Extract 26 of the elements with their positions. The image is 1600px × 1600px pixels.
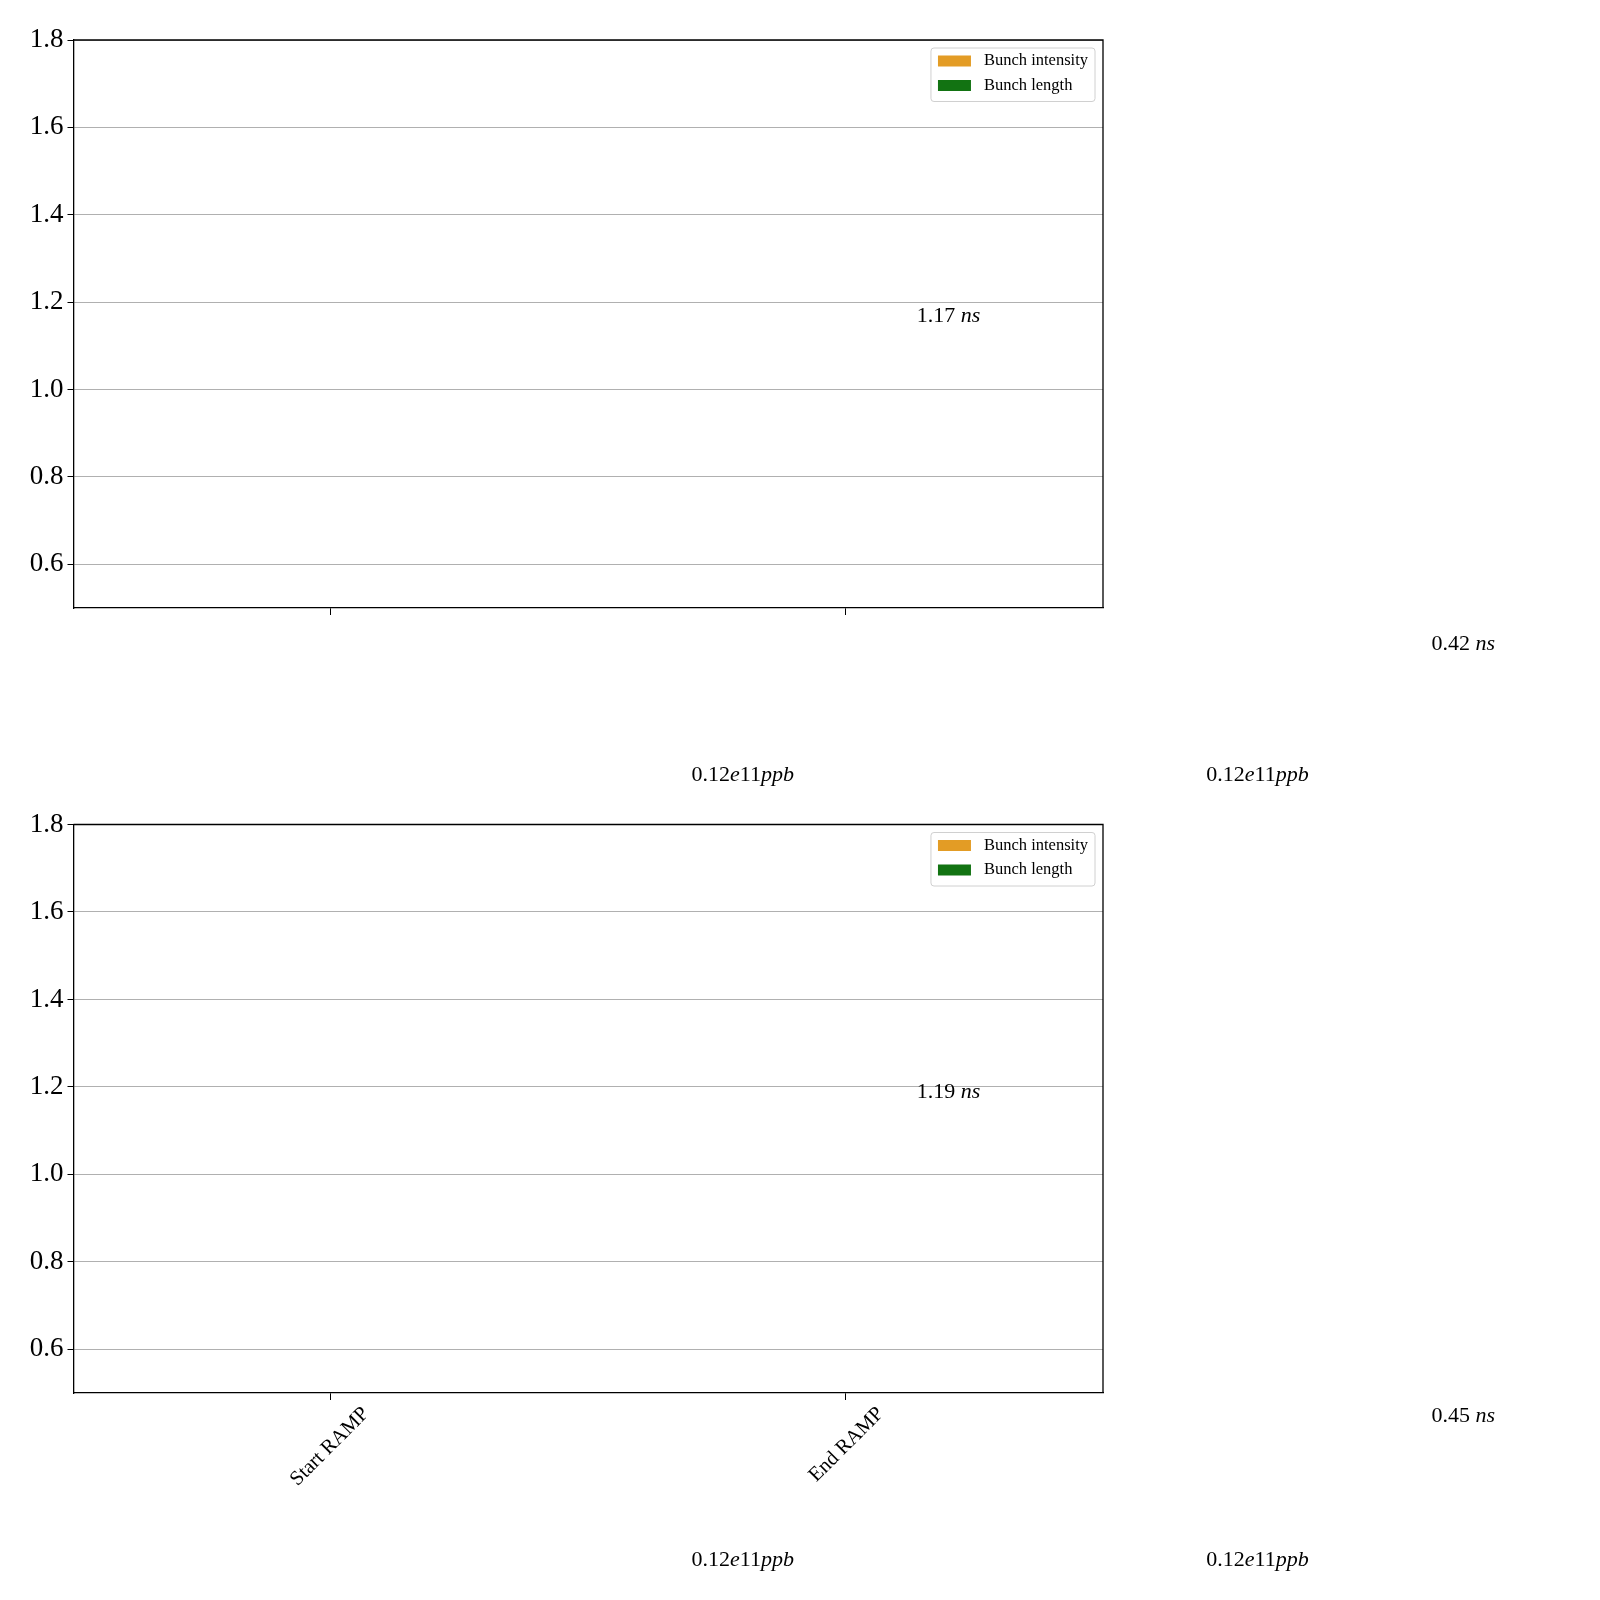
y-tick-label: 1.8 [29,807,64,838]
y-tick-label: 0.8 [29,1244,64,1275]
y-tick-label: 1.6 [29,110,64,141]
y-tick-label: 1.4 [29,197,64,228]
text: 0.12e11ppb [691,760,794,787]
annotation: 1.19 ns [916,1078,981,1104]
text: 0.12e11ppb [1206,760,1309,787]
legend-label: Bunch length [983,74,1074,94]
y-tick-label: 1.6 [29,895,64,926]
y-tick-label: 1.2 [29,1069,64,1100]
y-tick-label: 1.0 [29,1157,64,1188]
text: 0.45 ns [1431,1401,1496,1427]
y-tick-label: 1.8 [29,23,64,54]
y-tick-label: 0.8 [29,460,64,491]
text: 0.42 ns [1431,629,1496,656]
annotation: 1.17 ns [916,302,981,328]
y-tick-label: 1.2 [29,285,64,316]
legend-label: Bunch intensity [983,50,1089,70]
text: 0.12e11ppb [691,1546,794,1572]
y-tick-label: 0.6 [29,1332,64,1363]
y-tick-label: 1.4 [29,982,64,1013]
y-tick-label: 0.6 [29,547,64,578]
text: 0.12e11ppb [1206,1546,1309,1572]
legend-label: Bunch length [983,859,1074,879]
y-tick-label: 1.0 [29,372,64,403]
legend-label: Bunch intensity [983,834,1089,854]
